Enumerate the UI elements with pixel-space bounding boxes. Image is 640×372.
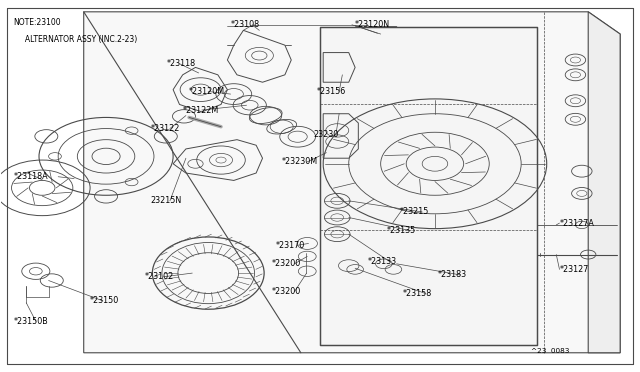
Text: *23127A: *23127A — [559, 219, 595, 228]
Text: ALTERNATOR ASSY (INC.2-23): ALTERNATOR ASSY (INC.2-23) — [13, 35, 138, 44]
Text: *23215: *23215 — [400, 208, 429, 217]
Text: *23150: *23150 — [90, 296, 119, 305]
Text: *23170: *23170 — [275, 241, 305, 250]
Text: *23120M: *23120M — [189, 87, 225, 96]
Polygon shape — [320, 27, 537, 345]
Text: ^23  0083: ^23 0083 — [531, 348, 569, 354]
Text: *23230M: *23230M — [282, 157, 318, 166]
Text: 23230: 23230 — [314, 129, 339, 139]
Text: NOTE:23100: NOTE:23100 — [13, 19, 61, 28]
Polygon shape — [588, 12, 620, 353]
Polygon shape — [84, 12, 620, 353]
Text: *23200: *23200 — [272, 287, 301, 296]
Text: *23118A: *23118A — [13, 172, 48, 181]
Text: *23156: *23156 — [317, 87, 346, 96]
Text: *23122: *23122 — [151, 124, 180, 133]
Text: *23133: *23133 — [368, 257, 397, 266]
Text: *23158: *23158 — [403, 289, 432, 298]
Text: *23118: *23118 — [167, 59, 196, 68]
Text: *23108: *23108 — [230, 20, 260, 29]
Text: *23135: *23135 — [387, 226, 416, 235]
Text: 23215N: 23215N — [151, 196, 182, 205]
Text: *23127: *23127 — [559, 265, 589, 274]
Text: *23200: *23200 — [272, 259, 301, 268]
Text: *23150B: *23150B — [13, 317, 48, 326]
Text: *23102: *23102 — [145, 272, 173, 281]
Text: *23120N: *23120N — [355, 20, 390, 29]
Text: *23183: *23183 — [438, 270, 467, 279]
Text: *23122M: *23122M — [182, 106, 219, 115]
